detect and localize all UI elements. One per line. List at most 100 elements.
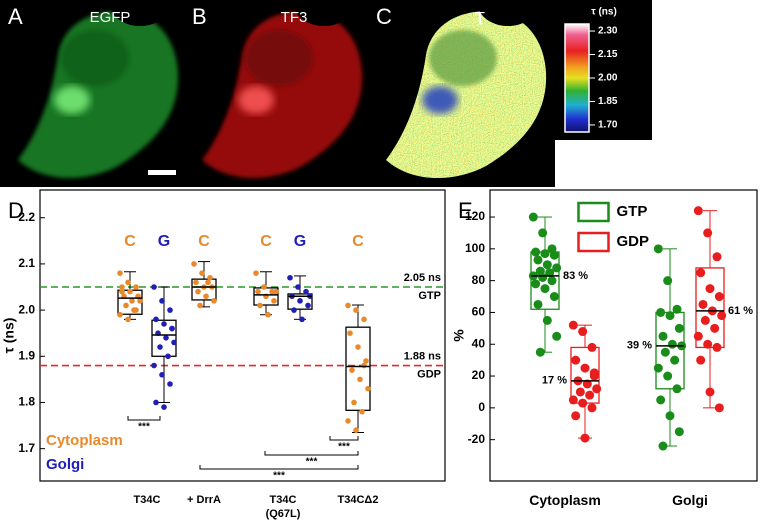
data-point (552, 263, 562, 273)
legend-swatch (577, 231, 610, 253)
data-point (125, 316, 131, 323)
data-point (357, 376, 363, 383)
series-letter: C (260, 233, 272, 250)
data-point (353, 307, 359, 313)
panel-letter: B (192, 4, 207, 29)
data-point (540, 284, 550, 294)
data-point (159, 371, 165, 378)
nucleus (429, 30, 497, 86)
data-point (545, 268, 555, 278)
median-label: 61 % (728, 305, 753, 317)
data-point (253, 270, 259, 276)
data-point (531, 279, 541, 289)
reference-name: GTP (418, 290, 441, 302)
data-point (542, 315, 552, 325)
data-point (193, 279, 199, 286)
data-point (363, 358, 369, 364)
data-point (161, 321, 167, 327)
data-point (656, 307, 666, 317)
box (191, 278, 217, 301)
data-point (663, 371, 673, 381)
significance-bracket (127, 416, 161, 421)
data-point (674, 427, 684, 437)
data-point (703, 339, 713, 349)
data-point (153, 316, 159, 323)
x-tick-label: Golgi (672, 492, 708, 508)
y-tick-label: 0 (478, 400, 485, 414)
golgi (422, 86, 458, 114)
data-point (265, 311, 271, 318)
data-point (535, 347, 545, 357)
data-point (665, 411, 675, 421)
data-point (549, 292, 559, 302)
data-point (696, 355, 706, 365)
y-tick-label: 120 (465, 209, 485, 223)
legend-swatch (577, 201, 610, 223)
data-point (571, 411, 581, 421)
data-point (171, 339, 177, 346)
significance-label: *** (338, 442, 350, 453)
series-letter: C (198, 233, 210, 250)
data-point (207, 274, 213, 281)
y-tick-label: 1.7 (18, 441, 35, 455)
significance-label: *** (306, 457, 318, 468)
data-point (580, 363, 590, 373)
data-point (349, 367, 355, 373)
x-tick-label: + DrrA (187, 494, 221, 506)
data-point (361, 362, 367, 369)
data-point (714, 292, 724, 302)
legend-label: Golgi (46, 456, 84, 473)
significance-label: *** (138, 422, 150, 433)
data-point (359, 408, 365, 415)
data-point (169, 325, 175, 332)
data-point (705, 284, 715, 294)
panel-label: EGFP (90, 9, 131, 26)
data-point (703, 228, 713, 238)
data-point (674, 323, 684, 333)
data-point (151, 284, 157, 290)
data-point (533, 255, 543, 265)
data-point (658, 331, 668, 341)
data-point (119, 284, 125, 290)
data-point (167, 381, 173, 387)
data-point (656, 395, 666, 405)
data-point (117, 311, 123, 318)
data-point (353, 427, 359, 433)
data-point (297, 298, 303, 304)
golgi (54, 86, 90, 114)
neighbor-gap (478, 0, 538, 26)
data-point (203, 293, 209, 300)
data-point (255, 288, 261, 295)
nucleus (245, 30, 313, 86)
data-point (568, 395, 578, 405)
data-point (125, 279, 131, 286)
data-point (361, 316, 367, 323)
data-point (257, 302, 263, 309)
y-tick-label: 80 (472, 273, 486, 287)
data-point (199, 270, 205, 276)
significance-bracket (199, 465, 359, 470)
colorbar-tick-label: 2.30 (598, 26, 618, 37)
series-letter: C (352, 233, 364, 250)
reference-value: 1.88 ns (404, 350, 441, 362)
data-point (710, 323, 720, 333)
data-point (587, 403, 597, 413)
data-point (273, 288, 279, 295)
data-point (303, 288, 309, 295)
data-point (211, 298, 217, 304)
panel-letter: A (8, 4, 23, 29)
data-point (698, 299, 708, 309)
plot-frame (489, 189, 758, 482)
scale-bar (148, 170, 176, 175)
data-point (587, 342, 597, 352)
y-tick-label: 60 (472, 305, 486, 319)
data-point (663, 276, 673, 286)
data-point (347, 330, 353, 336)
data-point (672, 384, 682, 394)
colorbar-tick-label: 1.70 (598, 120, 618, 131)
x-tick-label: Cytoplasm (529, 492, 601, 508)
data-point (351, 399, 357, 406)
